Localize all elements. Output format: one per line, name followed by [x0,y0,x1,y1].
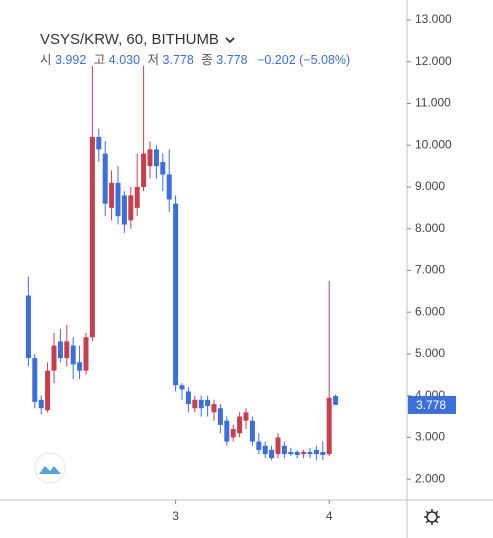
y-tick-label: 10.000 [415,137,452,151]
candles [25,65,339,461]
y-tick-label: 8.000 [415,221,445,235]
y-tick-label: 6.000 [415,304,445,318]
y-tick-label: 13.000 [415,12,452,26]
last-price-label: 3.778 [416,398,446,412]
y-tick-label: 3.000 [415,430,445,444]
candle-body [128,195,134,221]
candle-body [109,182,115,208]
candle-body [160,161,166,175]
candle-body [173,203,179,386]
low-label: 저 [148,53,160,67]
open-label: 시 [40,53,52,67]
candle-body [25,295,31,359]
candle-body [288,452,294,455]
y-tick-label: 5.000 [415,346,445,360]
candle-body [307,452,313,455]
candle-body [141,153,147,187]
chart-title: VSYS/KRW, 60, BITHUMB [40,31,219,48]
title-chevron[interactable] [225,37,235,44]
candle-body [179,385,185,390]
high-label: 고 [94,53,106,67]
logo-icon[interactable] [39,466,61,474]
candle-body [115,182,121,217]
candle-body [237,416,243,434]
candle-body [38,399,44,409]
y-tick-label: 2.000 [415,471,445,485]
y-tick-label: 11.000 [415,96,451,110]
x-tick-label: 4 [326,509,333,523]
last-price-badge [408,395,456,414]
close-label: 종 [201,53,213,67]
candle-body [230,429,236,438]
gear-teeth[interactable] [424,509,440,525]
y-tick-label: 12.000 [415,54,452,68]
candle-body [32,358,38,402]
candle-body [70,345,76,365]
candle-body [166,174,172,200]
candle-body [64,341,70,359]
candle-body [275,437,281,455]
candle-body [57,341,63,359]
candle-body [121,195,127,225]
candle-body [320,452,326,455]
candle-body [243,412,249,421]
candle-body [51,345,57,371]
x-tick-label: 3 [172,509,179,523]
candle-body [102,153,108,204]
high-value: 4.030 [109,53,140,67]
candle-body [77,362,83,371]
settings-gear[interactable] [424,509,440,525]
candle-body [224,420,230,442]
y-tick-label: 7.000 [415,263,445,277]
logo-circle[interactable] [34,452,66,484]
ohlc-legend: 시 3.992 고 4.030 저 3.778 종 3.778 −0.202 (… [40,53,350,67]
close-value: 3.778 [216,53,247,67]
open-value: 3.992 [55,53,86,67]
change-value: −0.202 (−5.08%) [257,53,350,67]
candle-body [281,445,287,455]
candle-body [326,397,332,455]
candle-body [96,136,102,150]
candle-body [333,395,339,405]
logo[interactable] [34,452,66,484]
candle-body [198,399,204,409]
candle-body [192,399,198,409]
candle-body [134,186,140,208]
candle-body [301,452,307,455]
candle-body [262,445,268,455]
candle-body [45,370,51,411]
candle-body [147,149,153,167]
candle-body [313,449,319,455]
candle-body [269,449,275,459]
y-tick-label: 9.000 [415,179,445,193]
candle-body [83,337,89,371]
candle-body [217,408,223,425]
candle-body [294,452,300,455]
candle-body [256,441,262,450]
low-value: 3.778 [163,53,194,67]
candle-body [211,404,217,413]
axes: 2.0003.0004.0005.0006.0007.0008.0009.000… [172,12,456,523]
candle-body [153,149,159,167]
candle-body [205,399,211,407]
candle-body [249,420,255,442]
candle-body [89,136,95,338]
candle-body [185,391,191,405]
